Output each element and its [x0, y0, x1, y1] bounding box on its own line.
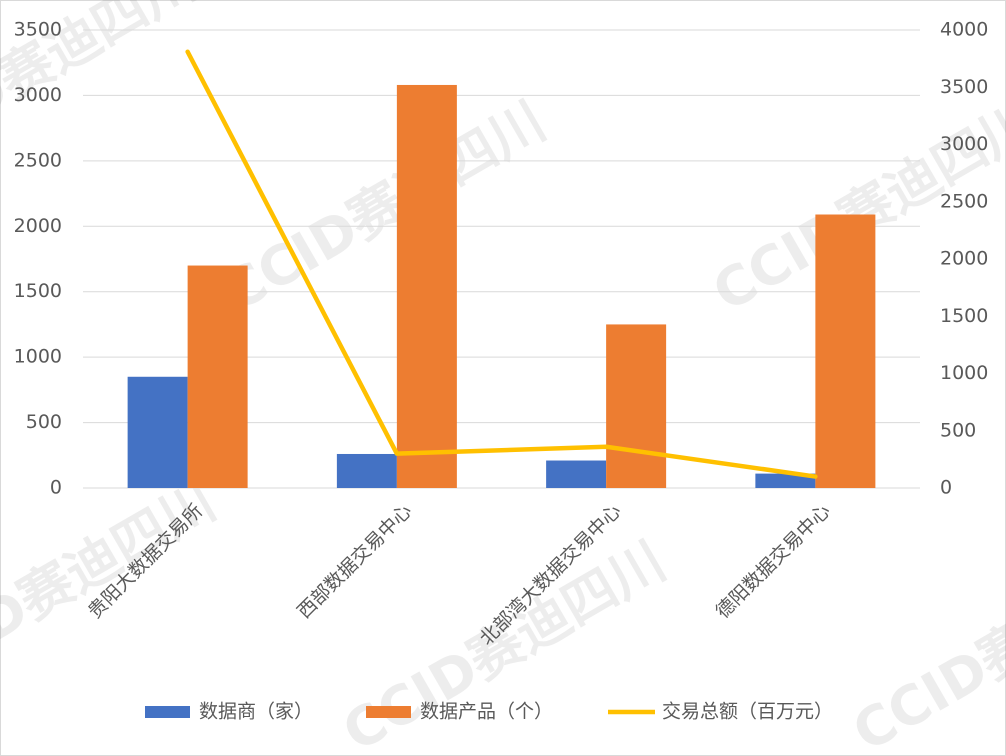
y-tick-label: 3500	[14, 19, 62, 41]
y2-tick-label: 500	[940, 419, 976, 441]
y2-tick-label: 3000	[940, 133, 988, 155]
y-tick-label: 2000	[14, 215, 62, 237]
bar	[336, 453, 397, 488]
y2-tick-label: 2500	[940, 190, 988, 212]
y2-tick-label: 3500	[940, 76, 988, 98]
legend-label: 交易总额（百万元）	[662, 701, 833, 723]
y-tick-label: 1000	[14, 346, 62, 368]
bar	[546, 460, 607, 488]
y-tick-label: 1500	[14, 280, 62, 302]
y-tick-label: 500	[26, 411, 62, 433]
line-series	[185, 49, 818, 479]
bar	[396, 84, 457, 489]
bar	[127, 376, 188, 488]
y-tick-label: 2500	[14, 149, 62, 171]
bar	[755, 473, 816, 488]
legend-label: 数据商（家）	[199, 701, 313, 723]
bar	[815, 214, 876, 488]
y-tick-label: 0	[50, 477, 62, 499]
legend-label: 数据产品（个）	[420, 701, 553, 723]
y2-tick-label: 1500	[940, 305, 988, 327]
bar	[187, 265, 248, 488]
y2-tick-label: 1000	[940, 362, 988, 384]
legend-swatch	[366, 706, 411, 718]
y2-tick-label: 4000	[940, 19, 988, 41]
legend-swatch	[145, 706, 190, 718]
bar	[606, 324, 667, 488]
y-tick-label: 3000	[14, 84, 62, 106]
y2-tick-label: 0	[940, 477, 952, 499]
y2-tick-label: 2000	[940, 248, 988, 270]
